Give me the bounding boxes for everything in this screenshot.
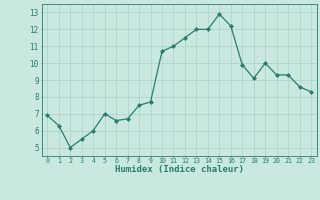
- X-axis label: Humidex (Indice chaleur): Humidex (Indice chaleur): [115, 165, 244, 174]
